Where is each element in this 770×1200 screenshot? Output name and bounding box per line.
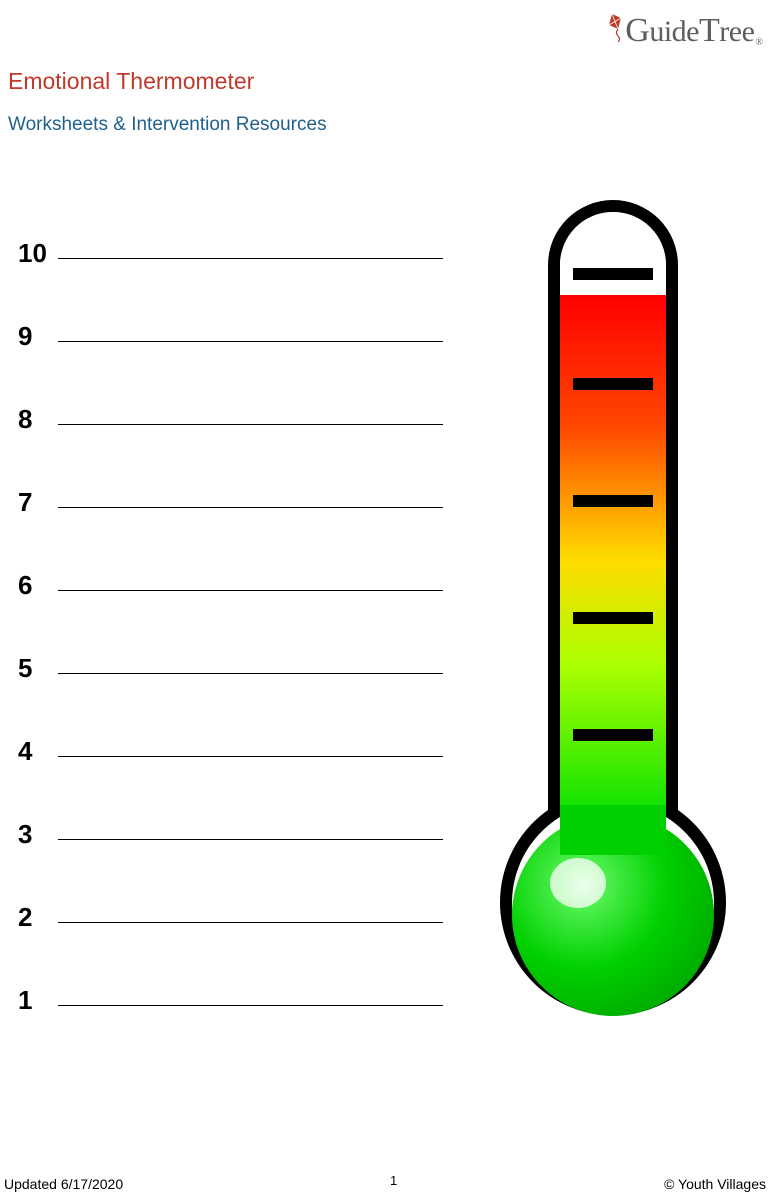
scale-row: 2 xyxy=(18,852,443,935)
scale-row: 1 xyxy=(18,935,443,1018)
scale-row: 8 xyxy=(18,354,443,437)
footer-updated: Updated 6/17/2020 xyxy=(4,1176,123,1192)
page-title: Emotional Thermometer xyxy=(8,68,254,95)
scale-number: 6 xyxy=(18,570,58,603)
scale-number: 7 xyxy=(18,487,58,520)
brand-logo: GuideTree® xyxy=(604,12,762,50)
scale-row: 7 xyxy=(18,437,443,520)
kite-icon xyxy=(604,12,626,47)
scale-row: 5 xyxy=(18,603,443,686)
scale-list: 10 9 8 7 6 5 4 3 2 1 xyxy=(18,188,443,1018)
scale-row: 9 xyxy=(18,271,443,354)
scale-number: 2 xyxy=(18,902,58,935)
thermometer-graphic xyxy=(490,195,735,1045)
scale-line[interactable] xyxy=(58,507,443,508)
scale-number: 8 xyxy=(18,404,58,437)
logo-text: GuideTree xyxy=(625,12,754,50)
scale-line[interactable] xyxy=(58,1005,443,1006)
logo-mark: ® xyxy=(755,37,763,48)
scale-row: 3 xyxy=(18,769,443,852)
scale-line[interactable] xyxy=(58,341,443,342)
scale-number: 1 xyxy=(18,985,58,1018)
scale-number: 4 xyxy=(18,736,58,769)
footer-copyright: © Youth Villages xyxy=(664,1176,766,1192)
scale-number: 10 xyxy=(18,238,58,271)
scale-row: 10 xyxy=(18,188,443,271)
scale-line[interactable] xyxy=(58,590,443,591)
scale-row: 4 xyxy=(18,686,443,769)
scale-line[interactable] xyxy=(58,756,443,757)
scale-line[interactable] xyxy=(58,922,443,923)
page-footer: Updated 6/17/2020 1 © Youth Villages xyxy=(4,1176,766,1192)
scale-line[interactable] xyxy=(58,424,443,425)
scale-line[interactable] xyxy=(58,839,443,840)
scale-line[interactable] xyxy=(58,258,443,259)
page-number: 1 xyxy=(390,1173,397,1188)
scale-line[interactable] xyxy=(58,673,443,674)
scale-number: 3 xyxy=(18,819,58,852)
scale-row: 6 xyxy=(18,520,443,603)
scale-number: 5 xyxy=(18,653,58,686)
page-subtitle: Worksheets & Intervention Resources xyxy=(8,114,327,136)
scale-number: 9 xyxy=(18,321,58,354)
